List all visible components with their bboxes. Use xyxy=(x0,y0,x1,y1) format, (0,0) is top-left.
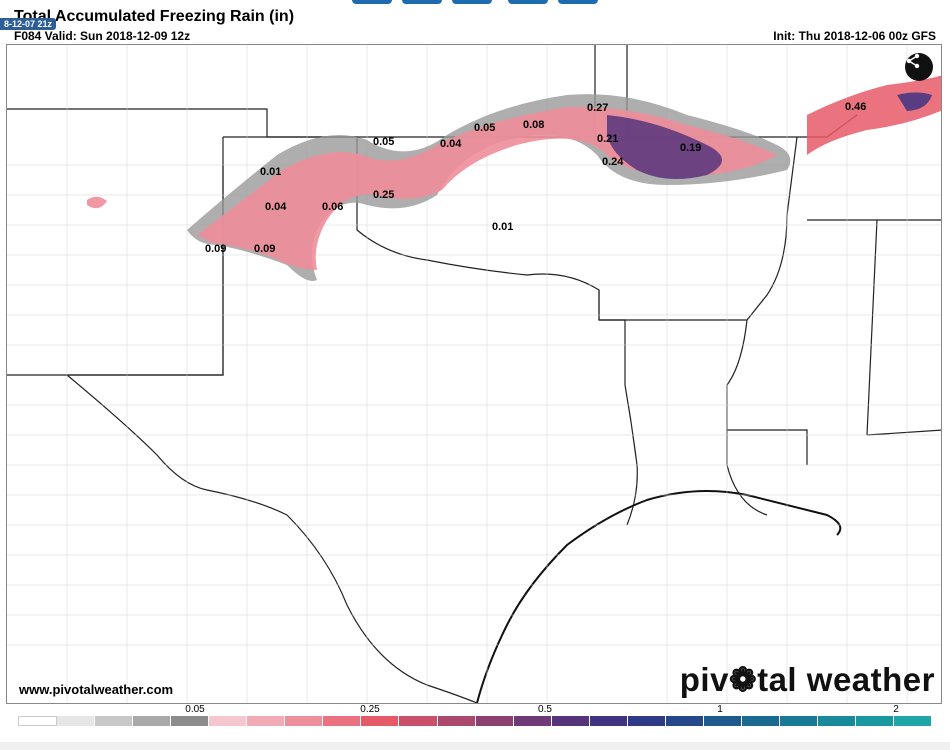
value-label: 0.05 xyxy=(373,136,394,148)
colorbar-swatch xyxy=(779,716,818,726)
value-label: 0.21 xyxy=(597,133,618,145)
colorbar-swatch xyxy=(551,716,590,726)
colorbar-swatch xyxy=(361,716,400,726)
value-label: 0.04 xyxy=(440,138,462,150)
map-panel[interactable]: 0.01 0.04 0.06 0.09 0.09 0.05 0.25 0.04 … xyxy=(6,44,942,704)
value-label: 0.46 xyxy=(845,101,866,113)
valid-time: F084 Valid: Sun 2018-12-09 12z xyxy=(14,29,191,43)
value-label: 0.08 xyxy=(523,119,544,131)
colorbar-swatch xyxy=(95,716,134,726)
top-tab-1[interactable] xyxy=(352,0,392,4)
map-title: Total Accumulated Freezing Rain (in) xyxy=(14,8,295,25)
gulf-coastline xyxy=(476,490,842,703)
colorbar-swatch xyxy=(627,716,666,726)
value-label: 0.27 xyxy=(587,102,608,114)
value-labels: 0.01 0.04 0.06 0.09 0.09 0.05 0.25 0.04 … xyxy=(205,101,866,255)
colorbar-swatch xyxy=(894,716,933,726)
value-label: 0.19 xyxy=(680,142,701,154)
colorbar-swatch xyxy=(209,716,248,726)
value-label: 0.04 xyxy=(265,201,287,213)
colorbar-swatch xyxy=(247,716,286,726)
colorbar-swatch xyxy=(18,716,58,726)
value-label: 0.05 xyxy=(474,122,495,134)
top-tab-4[interactable] xyxy=(508,0,548,4)
colorbar-swatch xyxy=(475,716,514,726)
colorbar-swatch xyxy=(741,716,780,726)
color-scale-bar xyxy=(18,716,933,726)
colorbar-tick-label: 0.25 xyxy=(360,704,380,715)
colorbar-tick-label: 1 xyxy=(717,704,723,715)
share-icon xyxy=(906,53,920,69)
gear-icon: ❁ xyxy=(728,661,758,698)
colorbar-swatch xyxy=(665,716,704,726)
top-tab-3[interactable] xyxy=(452,0,492,4)
colorbar-swatch xyxy=(856,716,895,726)
colorbar-swatch xyxy=(817,716,857,726)
colorbar-swatch xyxy=(399,716,438,726)
value-label: 0.01 xyxy=(260,166,281,178)
run-timestamp-badge: 8-12-07 21z xyxy=(0,18,57,30)
value-label: 0.24 xyxy=(602,156,624,168)
colorbar-swatch xyxy=(513,716,552,726)
value-label: 0.01 xyxy=(492,221,513,233)
value-label: 0.06 xyxy=(322,201,343,213)
value-label: 0.09 xyxy=(254,243,275,255)
colorbar-tick-label: 2 xyxy=(893,704,899,715)
site-url: www.pivotalweather.com xyxy=(19,682,174,697)
colorbar-swatch xyxy=(57,716,96,726)
colorbar-swatch xyxy=(589,716,628,726)
colorbar-swatch xyxy=(703,716,742,726)
brand-logo: piv❁tal weather xyxy=(680,660,935,699)
top-tab-strip xyxy=(0,0,950,6)
top-tab-2[interactable] xyxy=(402,0,442,4)
freezing-rain-shading xyxy=(87,75,941,281)
colorbar-swatch xyxy=(323,716,362,726)
value-label: 0.25 xyxy=(373,189,394,201)
share-button[interactable] xyxy=(905,53,933,81)
init-time: Init: Thu 2018-12-06 00z GFS xyxy=(773,29,936,43)
colorbar-swatch xyxy=(285,716,324,726)
colorbar-tick-label: 0.05 xyxy=(185,704,205,715)
colorbar-swatch xyxy=(171,716,210,726)
colorbar-tick-label: 0.5 xyxy=(538,704,552,715)
bottom-bar xyxy=(0,742,950,750)
colorbar-swatch xyxy=(133,716,172,726)
top-tab-5[interactable] xyxy=(558,0,598,4)
colorbar-swatch xyxy=(437,716,476,726)
map-canvas: 0.01 0.04 0.06 0.09 0.09 0.05 0.25 0.04 … xyxy=(7,45,941,703)
brand-text-end: tal weather xyxy=(757,661,935,698)
value-label: 0.09 xyxy=(205,243,226,255)
brand-text-start: piv xyxy=(679,661,729,698)
